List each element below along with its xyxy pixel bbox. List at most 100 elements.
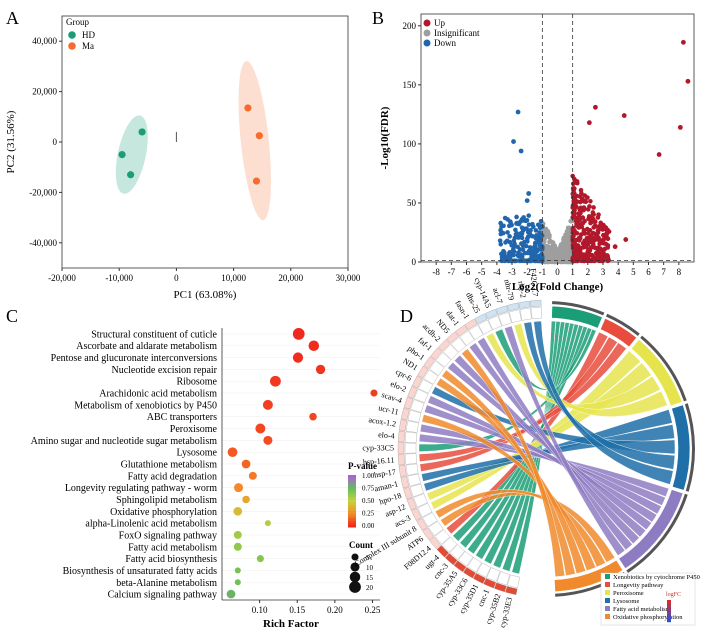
ma-ellipse: [238, 61, 272, 221]
count-legend-swatch: [350, 562, 360, 572]
insignificant-point: [558, 253, 563, 258]
ma-point: [255, 132, 263, 140]
chord-ribbon: [424, 404, 662, 515]
gene-label: elo-4: [378, 430, 395, 440]
chord-ribbon: [427, 395, 658, 523]
x-tick-label: -5: [478, 267, 486, 277]
panel-c-points: [226, 328, 378, 599]
gene-arc: [409, 483, 424, 498]
term-point: [315, 364, 326, 375]
panel-c-term-labels: Structural constituent of cuticleAscorba…: [31, 329, 218, 600]
panel-c-grid: [221, 328, 380, 601]
up-point: [604, 227, 610, 233]
gene-label: cyp-33C5: [362, 443, 394, 452]
x-tick-label: 2: [586, 267, 591, 277]
up-point: [600, 240, 606, 246]
up-point: [600, 227, 605, 232]
insignificant-point: [568, 218, 573, 224]
gene-arc: [407, 409, 422, 423]
x-tick-label: 0.10: [252, 605, 268, 615]
up-point: [597, 241, 602, 247]
pathway-outer-rim: [552, 301, 605, 316]
gene-logfc-arc: [400, 476, 410, 489]
pvalue-gradient-step: [348, 521, 356, 524]
pvalue-gradient-step: [348, 515, 356, 518]
panel-b-plot-frame: [420, 13, 695, 263]
term-point: [248, 471, 257, 480]
term-label: Fatty acid degradation: [128, 471, 217, 482]
term-label: Peroxisome: [170, 424, 218, 435]
up-point: [593, 104, 598, 110]
up-point: [605, 243, 611, 248]
gene-logfc-arc: [444, 553, 458, 566]
gene-logfc-arc: [494, 582, 507, 593]
term-label: Oxidative phosphorylation: [110, 507, 217, 518]
logfc-gradient-step: [667, 615, 671, 618]
term-label: Arachidonic acid metabolism: [99, 389, 217, 400]
logfc-legend-title: logFC: [666, 592, 681, 598]
gene-arc: [417, 502, 433, 518]
up-point: [581, 228, 587, 233]
chord-ribbon: [523, 321, 676, 470]
gene-logfc-arc: [530, 299, 542, 308]
hd-point: [138, 128, 146, 136]
gene-logfc-arc: [400, 407, 410, 421]
down-point: [503, 240, 508, 245]
pvalue-gradient-step: [348, 507, 356, 510]
pvalue-gradient-step: [348, 481, 356, 484]
chord-ribbon: [461, 348, 566, 577]
y-tick-label: -20,000: [29, 187, 57, 197]
volcano-legend-swatch: [423, 29, 431, 37]
gene-logfc-arc: [399, 419, 408, 432]
up-point: [591, 244, 596, 250]
term-label: Structural constituent of cuticle: [91, 329, 217, 340]
gene-logfc-arc: [463, 567, 476, 579]
down-point: [533, 245, 538, 251]
up-point: [578, 187, 584, 193]
x-tick-label: -1: [539, 267, 547, 277]
up-point: [591, 225, 597, 230]
x-tick-label: -4: [493, 267, 501, 277]
down-point: [522, 239, 527, 245]
chord-legend-label: Lysosome: [613, 598, 639, 605]
down-point: [508, 258, 514, 264]
down-point: [514, 214, 519, 220]
logfc-gradient-step: [667, 606, 671, 609]
chord-ribbon: [421, 414, 597, 571]
up-point: [596, 247, 602, 252]
down-point: [511, 139, 516, 144]
down-point: [533, 228, 539, 233]
term-point: [256, 555, 264, 563]
gene-arc: [477, 319, 493, 335]
gene-arc: [486, 567, 501, 582]
chord-ribbon: [533, 320, 674, 485]
ma-legend-label: Ma: [82, 41, 94, 51]
gene-arc: [422, 512, 438, 527]
up-point: [656, 152, 662, 157]
term-point: [264, 520, 271, 527]
term-point: [292, 328, 305, 340]
chord-ribbon: [485, 332, 661, 411]
panel-label-d: D: [400, 306, 413, 326]
up-point: [586, 214, 592, 219]
term-label: Fatty acid biosynthesis: [125, 554, 217, 565]
gene-arc: [405, 420, 419, 433]
volcano-legend-label: Up: [434, 18, 445, 28]
term-point: [370, 389, 378, 397]
up-point: [596, 227, 601, 233]
term-point: [263, 435, 273, 445]
pvalue-gradient-step: [348, 501, 356, 504]
gene-logfc-arc: [473, 573, 486, 584]
gene-logfc-arc: [485, 309, 498, 320]
up-point: [590, 253, 596, 259]
down-point: [520, 228, 526, 233]
gene-logfc-arc: [505, 586, 518, 595]
down-point: [531, 224, 536, 230]
gene-arc: [441, 536, 458, 553]
logfc-gradient-step: [667, 611, 671, 614]
gene-arc: [530, 306, 543, 320]
panel-a-axis-ticks: -20,000 -10,000 0 10,000 20,000 30,000 40,000 2…: [29, 36, 361, 283]
gene-arc: [519, 307, 532, 321]
pathway-arc: [618, 489, 684, 570]
